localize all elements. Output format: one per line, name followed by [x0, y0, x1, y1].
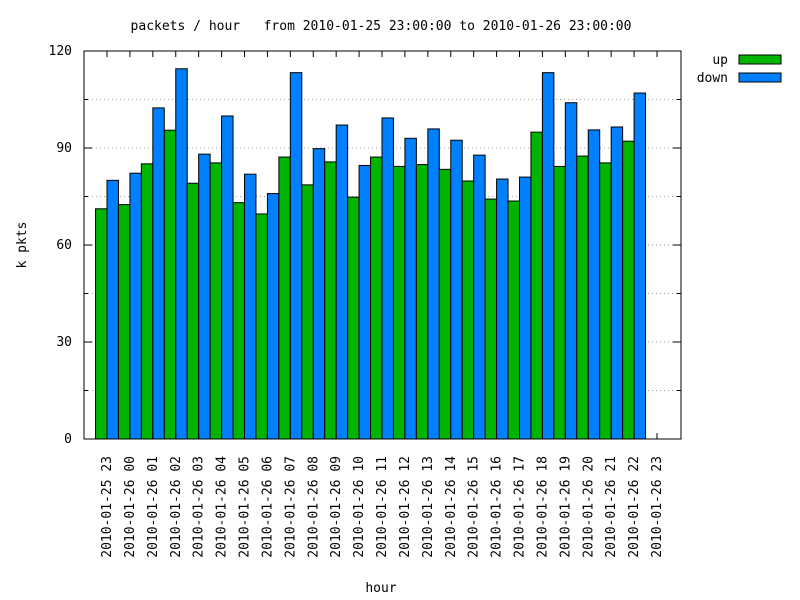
y-tick-label: 30: [56, 335, 72, 350]
bar-up: [278, 156, 291, 440]
bars: [95, 68, 647, 440]
x-tick-label: 2010-01-26 04: [215, 456, 230, 558]
bar-down: [221, 115, 234, 440]
bar-up: [140, 163, 154, 440]
bar-down: [198, 153, 211, 440]
y-axis-ticks: 0 30 60 90 120: [49, 44, 681, 447]
bar-down: [152, 107, 165, 440]
bar-up: [117, 204, 131, 440]
x-tick-label: 2010-01-26 18: [535, 456, 550, 558]
bar-up: [95, 208, 108, 440]
x-tick-label: 2010-01-26 17: [513, 456, 528, 558]
bar-up: [301, 184, 314, 440]
legend-swatch-down: [738, 72, 782, 83]
y-tick-label: 0: [64, 432, 72, 447]
bar-down: [633, 92, 647, 440]
bar-up: [599, 162, 612, 440]
bar-up: [186, 182, 200, 440]
y-axis-label: k pkts: [15, 222, 30, 269]
legend: up down: [697, 53, 782, 86]
bar-up: [347, 196, 360, 440]
x-tick-label: 2010-01-26 11: [375, 456, 390, 558]
bar-down: [289, 72, 303, 440]
x-tick-label: 2010-01-26 21: [604, 456, 619, 558]
bar-down: [266, 193, 280, 440]
x-tick-label: 2010-01-26 10: [352, 456, 367, 558]
bar-down: [358, 164, 372, 440]
bar-up: [530, 131, 543, 440]
bar-down: [381, 117, 394, 440]
legend-label-up: up: [712, 53, 728, 68]
bar-down: [312, 148, 326, 440]
bar-down: [175, 68, 188, 440]
bar-up: [415, 163, 429, 440]
bar-down: [335, 124, 349, 440]
bar-up: [392, 165, 406, 440]
x-tick-label: 2010-01-26 22: [627, 456, 642, 558]
bar-down: [519, 176, 532, 440]
bar-down: [244, 173, 257, 440]
bar-down: [564, 102, 578, 440]
bar-up: [622, 140, 635, 440]
y-tick-label: 90: [56, 141, 72, 156]
x-tick-label: 2010-01-26 20: [581, 456, 596, 558]
bar-down: [106, 179, 119, 440]
bar-up: [553, 165, 566, 440]
bar-down: [587, 129, 601, 440]
x-tick-label: 2010-01-26 07: [283, 456, 298, 558]
x-axis-ticks: 2010-01-25 23 2010-01-26 00 2010-01-26 01 2…: [100, 51, 665, 558]
bar-down: [450, 139, 463, 440]
bar-up: [507, 200, 520, 440]
bar-up: [163, 129, 177, 440]
bar-down: [610, 126, 624, 440]
bar-up: [576, 155, 589, 440]
x-tick-label: 2010-01-26 15: [467, 456, 482, 558]
bar-up: [438, 168, 452, 440]
bar-down: [541, 72, 555, 440]
legend-label-down: down: [697, 71, 728, 86]
x-tick-label: 2010-01-26 12: [398, 456, 413, 558]
bar-up: [232, 202, 246, 440]
bar-down: [129, 172, 142, 440]
bar-down: [496, 178, 509, 440]
x-tick-label: 2010-01-26 06: [260, 456, 275, 558]
x-tick-label: 2010-01-26 23: [650, 456, 665, 558]
bar-up: [209, 162, 223, 440]
x-tick-label: 2010-01-26 02: [169, 456, 184, 558]
x-tick-label: 2010-01-26 13: [421, 456, 436, 558]
x-tick-label: 2010-01-26 09: [329, 456, 344, 558]
x-tick-label: 2010-01-26 19: [558, 456, 573, 558]
bar-up: [370, 156, 383, 440]
x-tick-label: 2010-01-26 05: [238, 456, 253, 558]
chart-title: packets / hour from 2010-01-25 23:00:00 …: [131, 19, 632, 34]
y-tick-label: 120: [49, 44, 72, 59]
bar-down: [427, 128, 440, 440]
y-tick-label: 60: [56, 238, 72, 253]
bar-down: [473, 154, 486, 440]
legend-swatch-up: [738, 54, 782, 65]
bar-up: [255, 213, 268, 440]
x-tick-label: 2010-01-26 14: [444, 456, 459, 558]
bar-up: [484, 198, 498, 440]
bar-up: [461, 180, 475, 440]
x-tick-label: 2010-01-26 03: [192, 456, 207, 558]
x-tick-label: 2010-01-26 16: [490, 456, 505, 558]
x-axis-label: hour: [365, 581, 396, 596]
bar-down: [404, 137, 417, 440]
x-tick-label: 2010-01-26 01: [146, 456, 161, 558]
x-tick-label: 2010-01-26 08: [306, 456, 321, 558]
x-tick-label: 2010-01-26 00: [123, 456, 138, 558]
bar-up: [324, 161, 337, 440]
x-tick-label: 2010-01-25 23: [100, 456, 115, 558]
